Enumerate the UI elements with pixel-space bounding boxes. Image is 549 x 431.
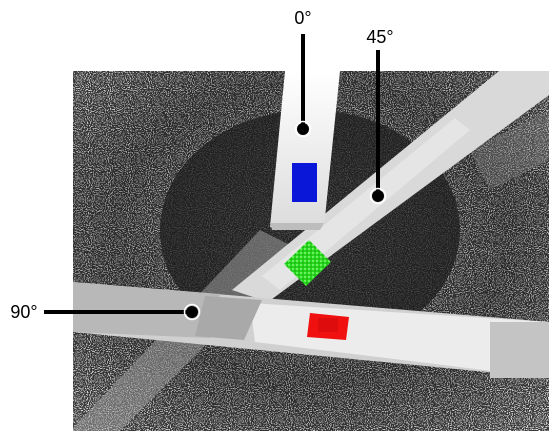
beam-90-right-patch <box>490 322 549 378</box>
beam-0-degree <box>270 71 340 227</box>
micrograph <box>73 71 549 431</box>
red-rectangle-marker-shade <box>318 318 338 332</box>
pointer-dot-0-degree-ring <box>294 120 312 138</box>
blue-rectangle-marker <box>292 163 317 202</box>
pointer-dot-45-degree-ring <box>369 187 387 205</box>
pointer-dot-90-degree <box>186 306 198 318</box>
label-0-degree: 0° <box>294 8 311 28</box>
label-90-degree: 90° <box>10 302 37 322</box>
pointer-dot-0-degree <box>297 123 309 135</box>
beam-crossing-overlap <box>195 296 262 340</box>
pointer-dot-90-degree-ring <box>183 303 201 321</box>
pointer-dot-45-degree <box>372 190 384 202</box>
label-45-degree: 45° <box>366 27 393 47</box>
faint-beam-upper-right <box>470 110 549 190</box>
red-rectangle-marker <box>307 313 349 340</box>
beam-0-degree-shadow <box>270 223 324 230</box>
green-diamond-marker <box>284 240 331 286</box>
